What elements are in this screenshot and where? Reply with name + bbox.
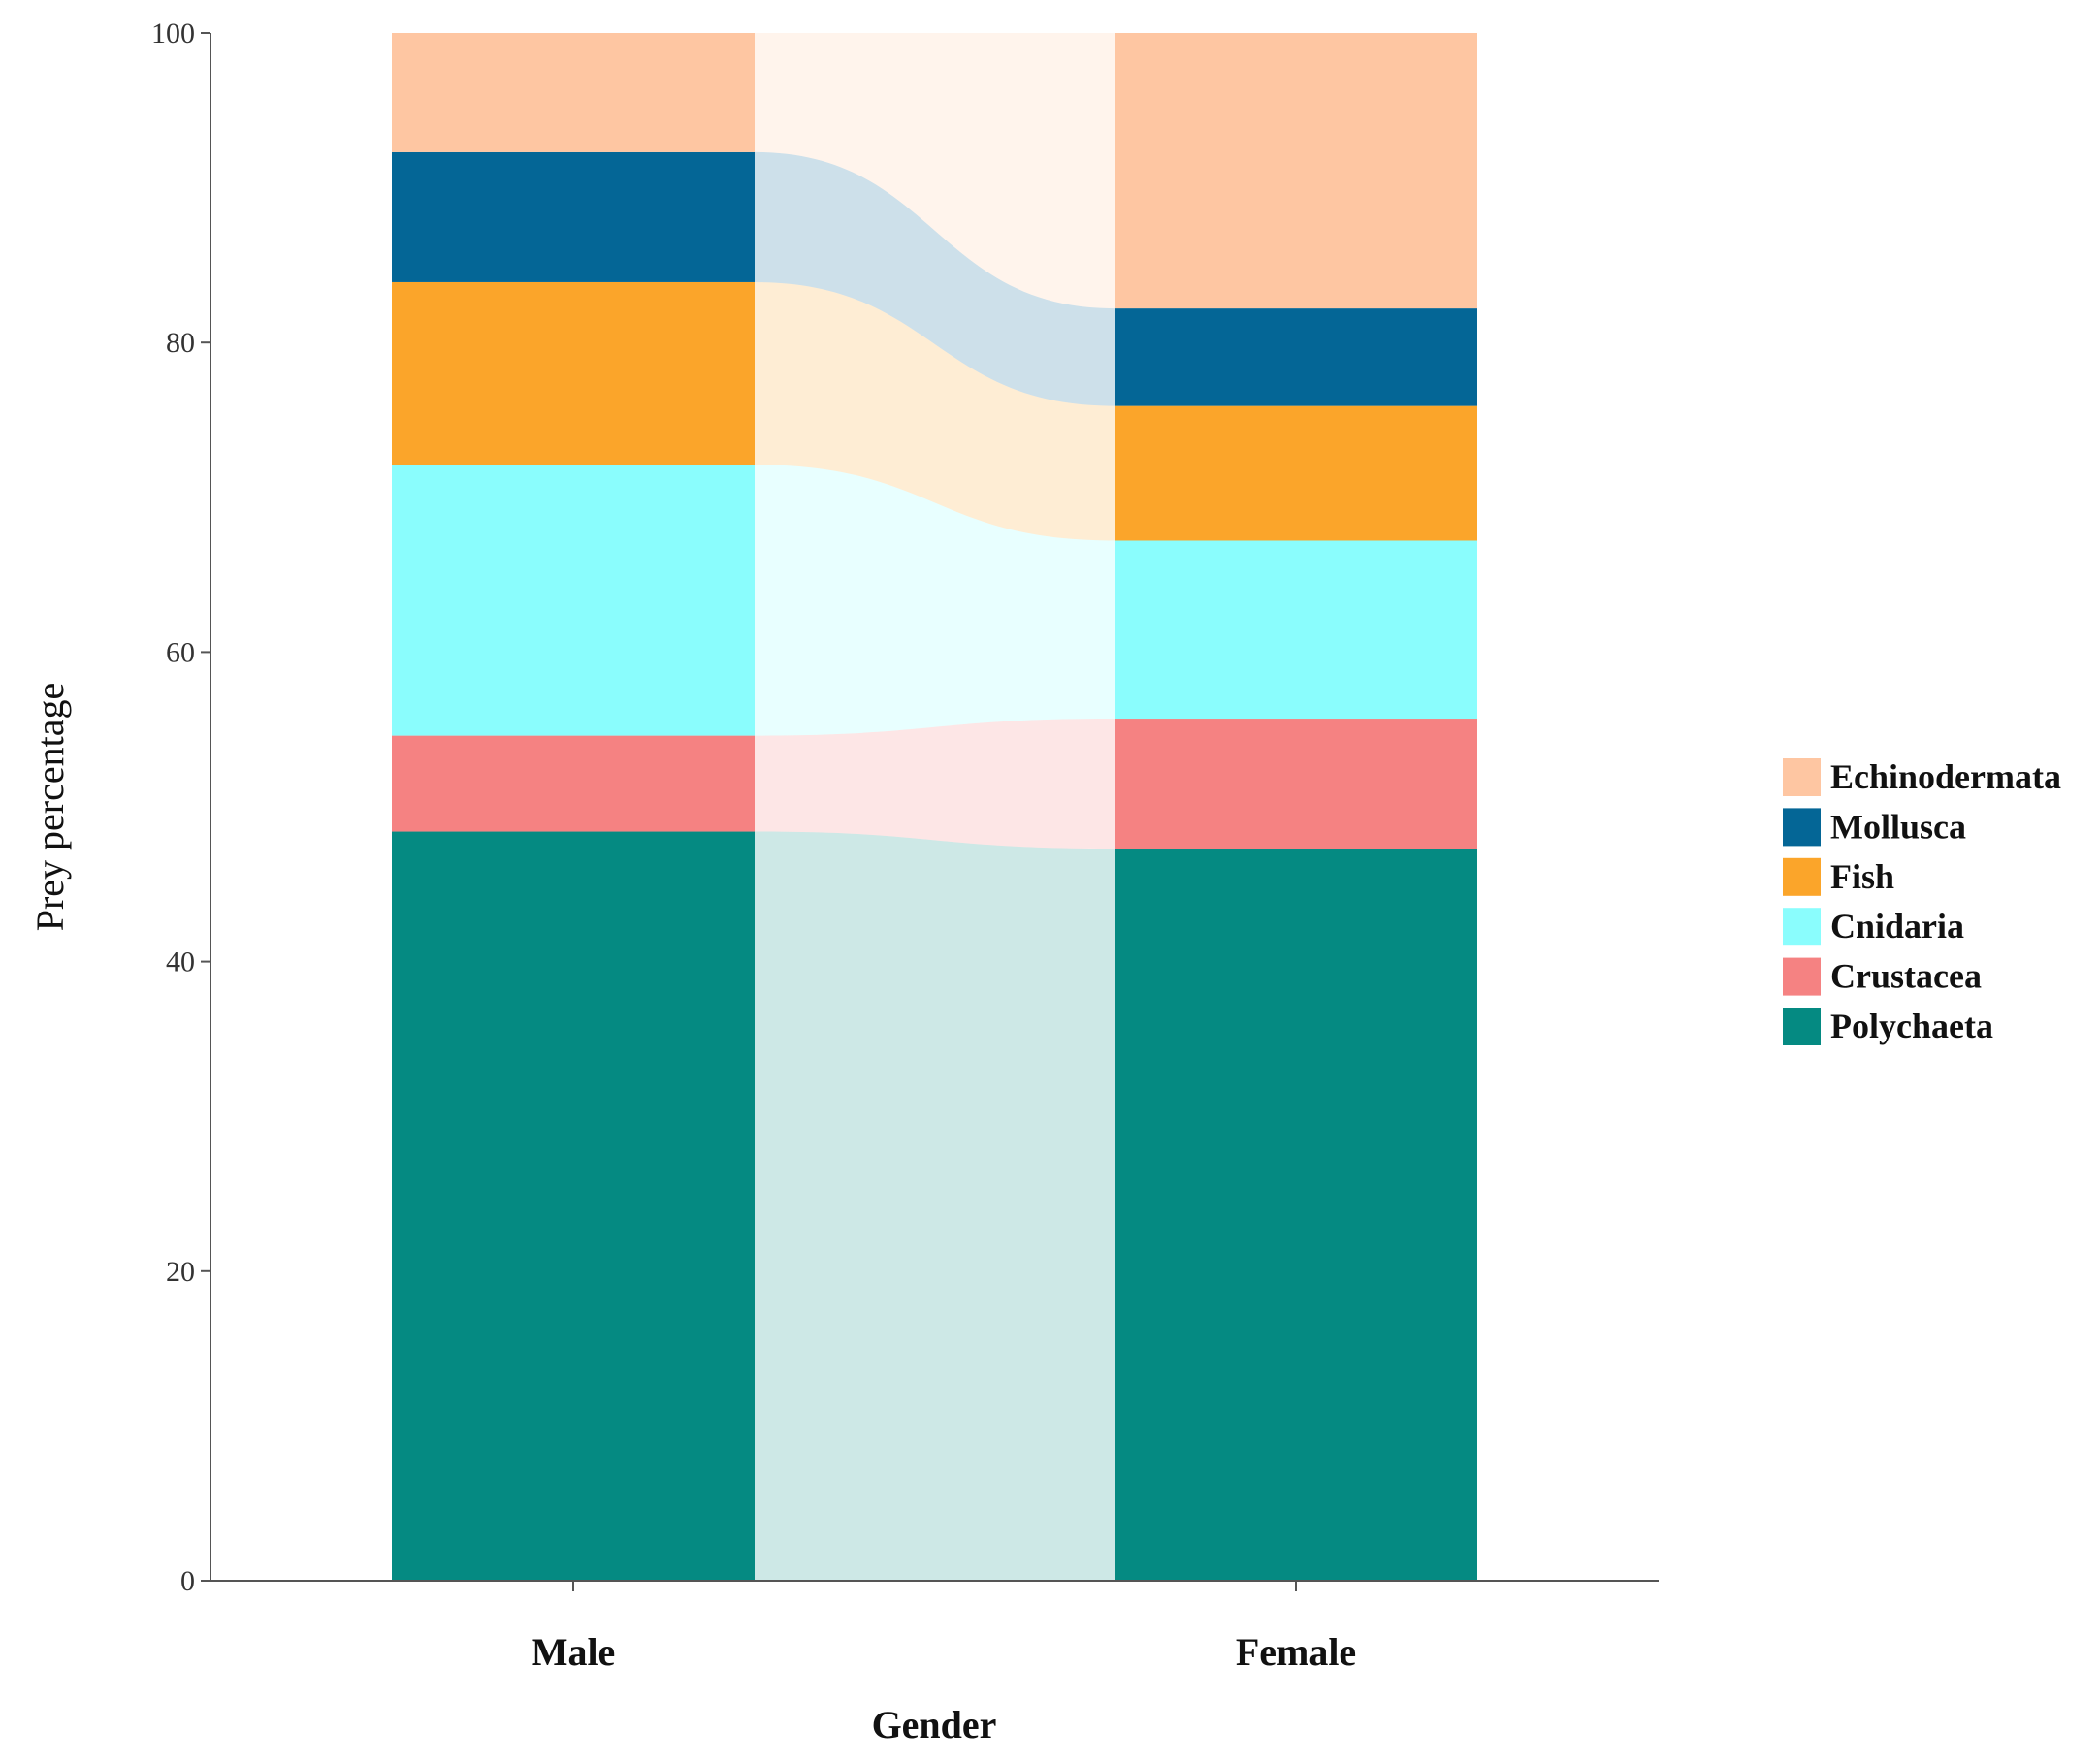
y-tick-label: 60 — [166, 636, 195, 668]
flow-fish — [755, 281, 1115, 541]
bar-male-mollusca — [392, 151, 755, 282]
flow-bands — [755, 33, 1115, 1581]
legend-label-fish: Fish — [1830, 857, 1894, 896]
bar-male-fish — [392, 281, 755, 465]
y-tick-label: 100 — [151, 17, 195, 49]
bar-female-cnidaria — [1115, 540, 1477, 720]
bar-male-echinodermata — [392, 33, 755, 152]
legend-swatch-crustacea — [1783, 957, 1821, 996]
bar-male-polychaeta — [392, 831, 755, 1581]
legend: Echinodermata Mollusca Fish Cnidaria Crustac… — [1783, 757, 2061, 1045]
y-axis-title: Prey percentage — [28, 683, 72, 932]
bar-female-crustacea — [1115, 719, 1477, 849]
bar-female-mollusca — [1115, 308, 1477, 406]
legend-swatch-fish — [1783, 857, 1821, 896]
legend-swatch-polychaeta — [1783, 1008, 1821, 1045]
legend-label-mollusca: Mollusca — [1830, 807, 1966, 846]
flow-mollusca — [755, 151, 1115, 406]
legend-label-crustacea: Crustacea — [1830, 957, 1982, 996]
legend-swatch-mollusca — [1783, 808, 1821, 847]
flow-polychaeta — [755, 831, 1115, 1581]
bar-segments — [392, 33, 1477, 1581]
bar-female-echinodermata — [1115, 33, 1477, 309]
flow-crustacea — [755, 719, 1115, 849]
legend-swatch-echinodermata — [1783, 758, 1821, 796]
x-axis-title: Gender — [872, 1703, 997, 1746]
y-ticks: 0 20 40 60 80 100 — [151, 17, 210, 1597]
flow-cnidaria — [755, 465, 1115, 736]
bar-female-polychaeta — [1115, 849, 1477, 1581]
x-tick-label-female: Female — [1236, 1630, 1356, 1674]
y-tick-label: 80 — [166, 327, 195, 359]
bar-female-fish — [1115, 405, 1477, 541]
y-tick-label: 40 — [166, 946, 195, 978]
bar-male-crustacea — [392, 735, 755, 832]
axes — [210, 33, 1659, 1582]
y-tick-label: 20 — [166, 1256, 195, 1288]
x-ticks: Male Female — [532, 1581, 1356, 1674]
legend-swatch-cnidaria — [1783, 908, 1821, 946]
y-tick-label: 0 — [180, 1565, 195, 1597]
flow-echinodermata — [755, 33, 1115, 309]
legend-label-polychaeta: Polychaeta — [1830, 1007, 1993, 1045]
legend-label-echinodermata: Echinodermata — [1830, 757, 2061, 796]
bar-male-cnidaria — [392, 465, 755, 736]
legend-label-cnidaria: Cnidaria — [1830, 907, 1964, 945]
x-tick-label-male: Male — [532, 1630, 616, 1674]
